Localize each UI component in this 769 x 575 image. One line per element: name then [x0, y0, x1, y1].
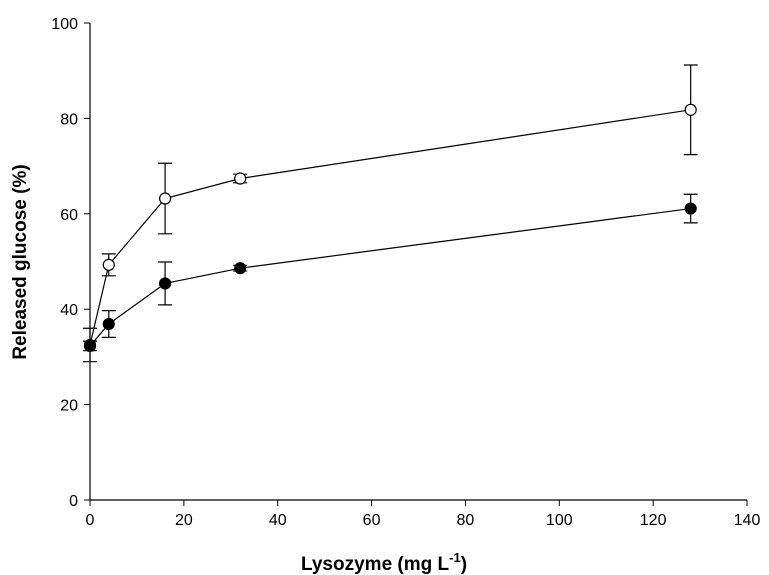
x-label-sup: -1 — [449, 550, 461, 565]
x-tick-label: 120 — [640, 512, 667, 529]
y-tick-label: 60 — [60, 207, 78, 224]
x-tick-label: 60 — [363, 512, 381, 529]
data-point — [234, 262, 247, 275]
data-point — [234, 172, 247, 185]
data-point — [684, 103, 697, 116]
x-tick-label: 40 — [269, 512, 287, 529]
y-tick-label: 100 — [51, 16, 78, 33]
x-axis-label: Lysozyme (mg L-1) — [301, 550, 467, 575]
series-line — [89, 207, 691, 347]
y-tick-label: 0 — [69, 493, 78, 510]
y-tick-label: 20 — [60, 398, 78, 415]
y-axis-label: Released glucose (%) — [10, 164, 31, 359]
series-line — [89, 109, 691, 346]
data-point — [102, 317, 115, 331]
data-point — [684, 202, 697, 215]
x-label-end: ) — [461, 554, 467, 575]
x-tick-label: 80 — [457, 512, 475, 529]
x-tick-label: 100 — [546, 512, 573, 529]
x-tick-label: 20 — [175, 512, 193, 529]
data-point — [158, 192, 172, 205]
x-tick-label: 0 — [86, 512, 95, 529]
data-point — [83, 339, 97, 353]
y-tick-label: 80 — [60, 111, 78, 128]
x-tick-label: 140 — [734, 512, 761, 529]
data-point — [102, 258, 115, 271]
data-point — [158, 277, 172, 290]
y-tick-label: 40 — [60, 302, 78, 319]
x-label-main: Lysozyme (mg L — [301, 554, 450, 575]
